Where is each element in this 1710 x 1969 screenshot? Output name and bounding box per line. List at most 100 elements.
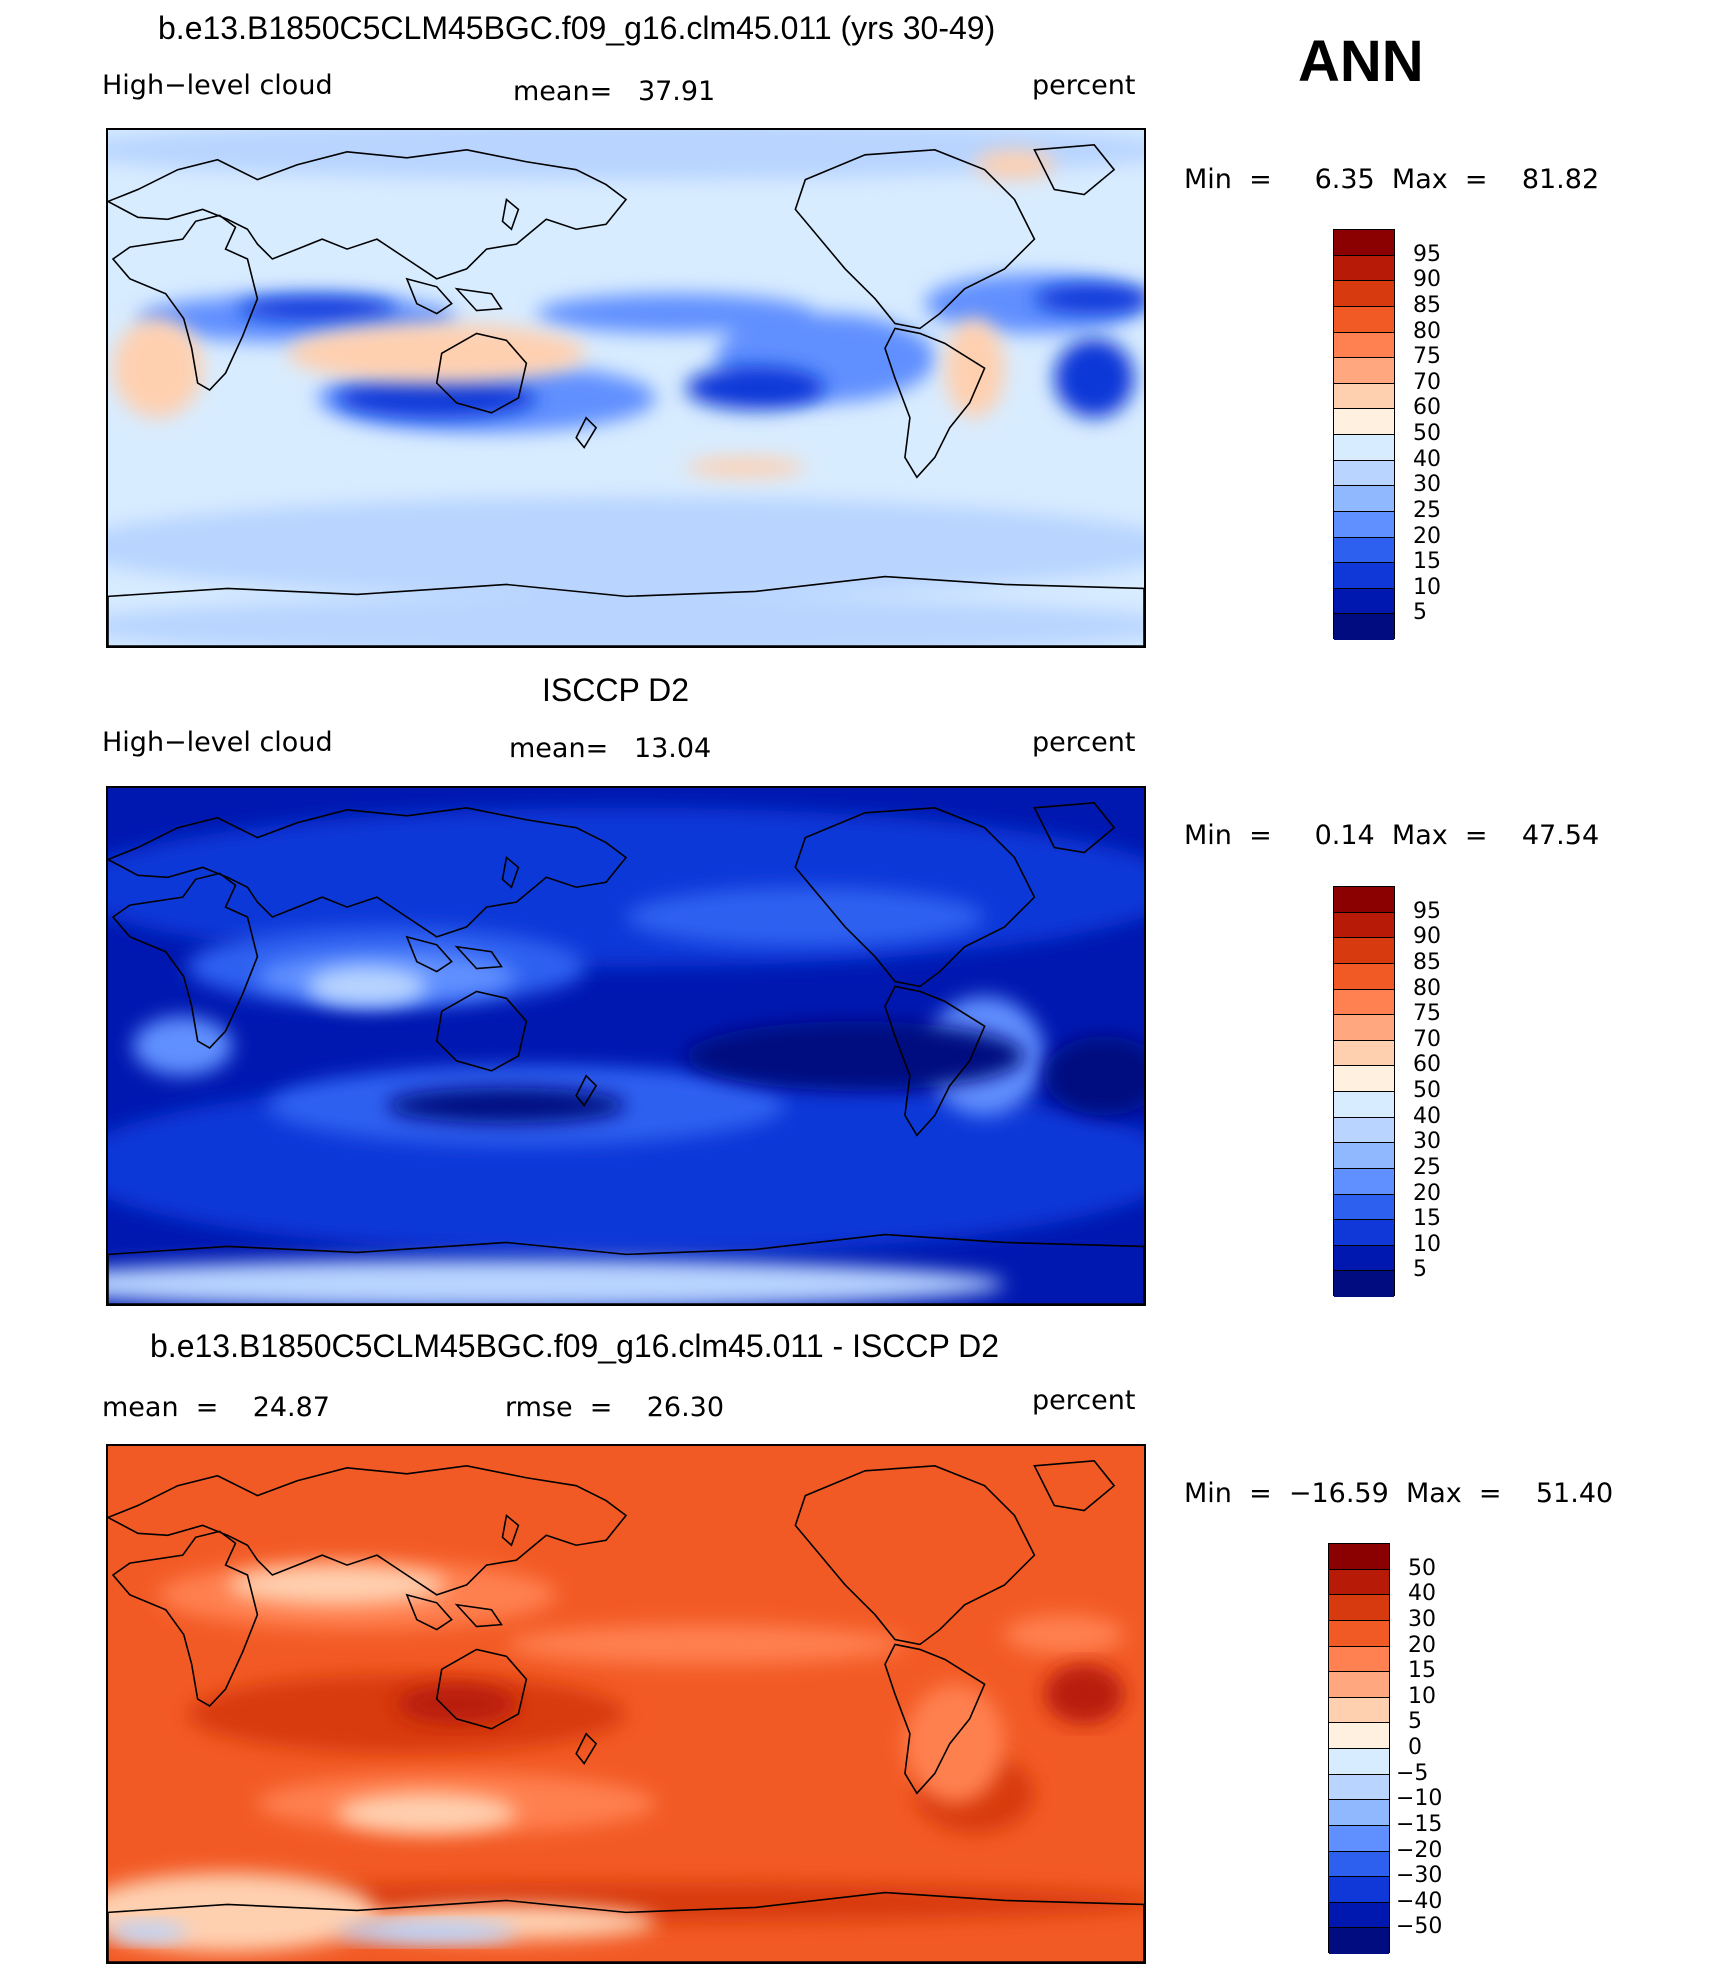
contour-region [386, 1087, 626, 1124]
coastline [108, 575, 1144, 646]
panel-3-colorbar [1328, 1543, 1390, 1954]
coastline [435, 1648, 528, 1730]
coastline [454, 287, 503, 312]
colorbar-segment [1334, 1092, 1394, 1118]
contour-region [685, 457, 806, 478]
colorbar-segment [1334, 614, 1394, 640]
colorbar-segment [1329, 1851, 1389, 1878]
colorbar-segment [1334, 281, 1394, 307]
colorbar-segment [1329, 1928, 1389, 1954]
contour-fill-layer [386, 1021, 1144, 1124]
colorbar-segment [1334, 486, 1394, 512]
colorbar-segment [1334, 435, 1394, 461]
panel-1-colorbar [1333, 229, 1395, 640]
contour-region [626, 887, 985, 947]
colorbar-segment [1334, 1245, 1394, 1272]
colorbar-segment [1334, 306, 1394, 333]
colorbar-tick-label: 20 [1408, 1632, 1436, 1658]
colorbar-segment [1329, 1595, 1389, 1621]
coastline [435, 332, 528, 414]
coastline [1033, 1460, 1116, 1512]
colorbar-segment [1334, 383, 1394, 410]
colorbar-segment [1329, 1620, 1389, 1647]
panel-2-minmax: Min = 0.14 Max = 47.54 [1184, 820, 1600, 851]
colorbar-segment [1334, 255, 1394, 282]
colorbar-segment [1329, 1697, 1389, 1724]
coastline [108, 1465, 628, 1596]
contour-region [112, 318, 203, 418]
contour-fill-layer [108, 130, 1144, 646]
colorbar-tick-label: 75 [1413, 1001, 1441, 1027]
contour-region [108, 1922, 188, 1943]
colorbar-segment [1334, 332, 1394, 359]
coastline [405, 277, 453, 315]
colorbar-tick-label: 70 [1413, 369, 1441, 395]
colorbar-segment [1334, 1168, 1394, 1195]
colorbar-segment [1329, 1544, 1389, 1570]
colorbar-segment [1334, 989, 1394, 1016]
colorbar-tick-label: −15 [1396, 1811, 1443, 1837]
contour-region [108, 596, 1144, 646]
panel-1-map [106, 128, 1146, 648]
contour-region [685, 1021, 1025, 1091]
colorbar-tick-label: 20 [1413, 523, 1441, 549]
colorbar-tick-label: 85 [1413, 949, 1441, 975]
contour-region [307, 966, 427, 1007]
colorbar-segment [1334, 1040, 1394, 1067]
contour-fill-layer [112, 149, 1055, 478]
colorbar-tick-label: 10 [1413, 1231, 1441, 1257]
colorbar-tick-label: −40 [1396, 1888, 1443, 1914]
colorbar-segment [1334, 1143, 1394, 1169]
coastline [575, 1074, 598, 1107]
panel-1-variable-label: High−level cloud [102, 70, 333, 101]
colorbar-tick-label: 10 [1413, 574, 1441, 600]
colorbar-segment [1329, 1672, 1389, 1698]
panel-2-variable-label: High−level cloud [102, 727, 333, 758]
colorbar-segment [1334, 963, 1394, 990]
panel-2-mean-label: mean= 13.04 [509, 733, 712, 764]
colorbar-tick-label: 40 [1413, 446, 1441, 472]
colorbar-tick-label: 60 [1413, 1052, 1441, 1078]
contour-region [685, 366, 826, 410]
colorbar-segment [1334, 887, 1394, 913]
colorbar-tick-label: 85 [1413, 292, 1441, 318]
colorbar-tick-label: 15 [1408, 1658, 1436, 1684]
coastline [108, 1891, 1144, 1962]
colorbar-segment [1334, 358, 1394, 384]
panel-2-units: percent [1032, 727, 1136, 758]
colorbar-tick-label: 95 [1413, 898, 1441, 924]
panel-1-units: percent [1032, 70, 1136, 101]
panel-1-minmax: Min = 6.35 Max = 81.82 [1184, 164, 1600, 195]
panel-2-title: ISCCP D2 [542, 672, 690, 708]
colorbar-segment [1329, 1646, 1389, 1673]
colorbar-tick-label: 30 [1408, 1606, 1436, 1632]
coastline [108, 1233, 1144, 1304]
colorbar-tick-label: 70 [1413, 1026, 1441, 1052]
panel-2-map [106, 786, 1146, 1306]
contour-region [506, 1624, 905, 1665]
coastline [108, 807, 628, 938]
colorbar-tick-label: 50 [1413, 421, 1441, 446]
colorbar-segment [1334, 563, 1394, 589]
coastline [501, 197, 520, 231]
colorbar-segment [1334, 1194, 1394, 1221]
coastline [884, 327, 986, 479]
contour-fill-layer [108, 966, 1005, 1304]
colorbar-segment [1334, 1066, 1394, 1092]
colorbar-segment [1334, 588, 1394, 615]
contour-region [108, 130, 1144, 180]
colorbar-tick-label: 20 [1413, 1180, 1441, 1206]
contour-region [1034, 283, 1144, 314]
coastline [405, 1593, 453, 1631]
colorbar-tick-label: 50 [1408, 1555, 1436, 1581]
coastline [111, 214, 259, 391]
contour-region [237, 296, 397, 321]
coastline [884, 985, 986, 1137]
contour-region [904, 1684, 1005, 1804]
colorbar-segment [1334, 912, 1394, 939]
contour-region [227, 1565, 447, 1605]
contour-fill-layer [108, 1565, 656, 1953]
contour-region [1044, 1036, 1144, 1116]
contour-region [337, 378, 537, 418]
colorbar-tick-label: −50 [1396, 1914, 1443, 1940]
